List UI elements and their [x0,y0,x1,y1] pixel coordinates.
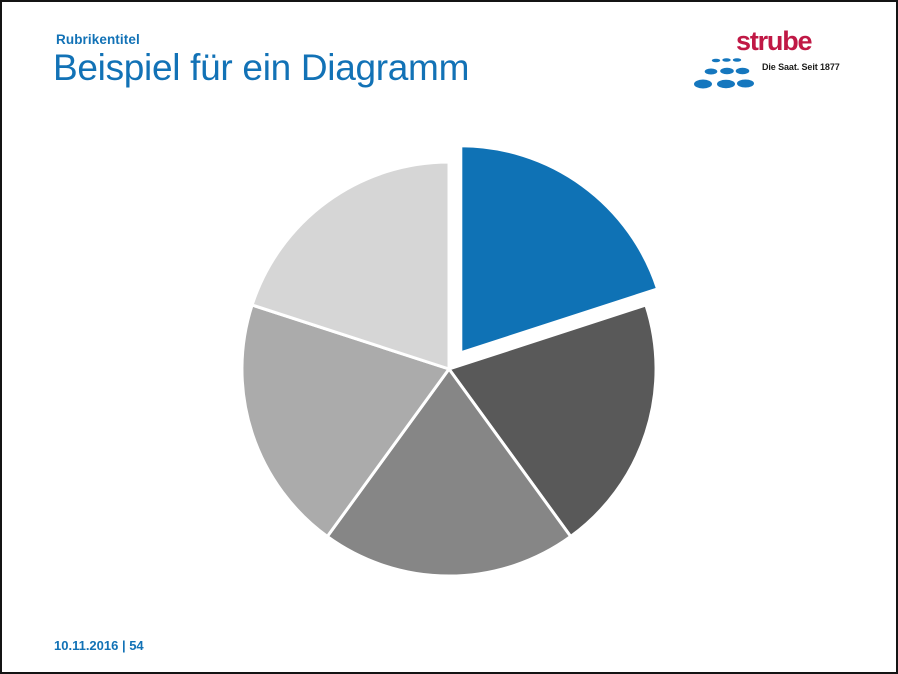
kicker-text: Rubrikentitel [56,32,140,47]
logo-tagline: Die Saat. Seit 1877 [762,62,840,72]
slide-footer: 10.11.2016 | 54 [54,638,144,653]
pie-slice-1 [459,144,660,355]
seed-dots-icon [694,58,754,89]
pie-slice-3 [325,367,573,578]
pie-slice-2 [447,303,658,538]
pie-chart-area [202,122,696,596]
pie-slice-4 [240,303,451,538]
pie-chart [240,144,660,578]
strube-logo: strube Die Saat. Seit 1877 [690,26,860,92]
pie-slice-5 [250,160,451,371]
page-title: Beispiel für ein Diagramm [53,47,470,88]
logo-wordmark: strube [736,26,813,56]
